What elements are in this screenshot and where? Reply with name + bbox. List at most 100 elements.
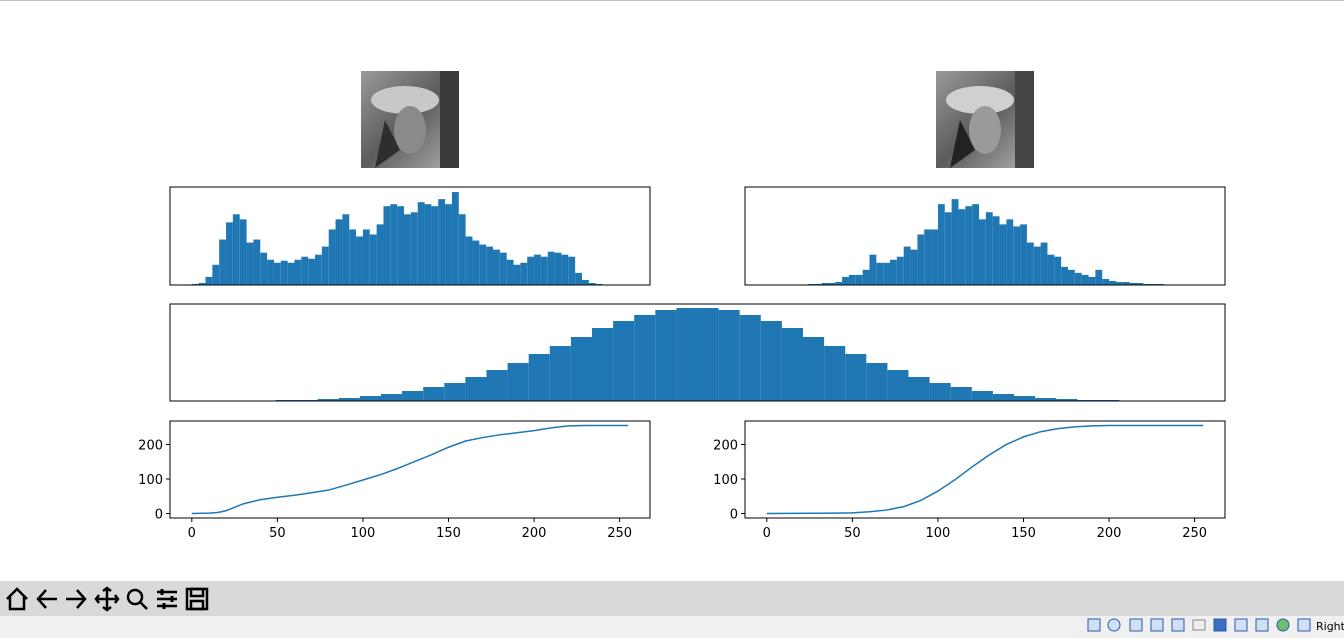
histogram-bar xyxy=(1006,219,1014,285)
axes: 0 50 100 150 200 250 0 100 200 xyxy=(713,420,1226,541)
histogram-bar xyxy=(1014,396,1036,401)
histogram-bar xyxy=(835,281,843,285)
y-tick-label: 0 xyxy=(155,508,163,523)
tray-icons xyxy=(1087,618,1311,632)
histogram-bar xyxy=(226,222,233,285)
back-button[interactable] xyxy=(36,589,57,609)
histogram-bar xyxy=(1033,246,1041,285)
home-button[interactable] xyxy=(6,587,28,611)
histogram-bar xyxy=(814,283,822,285)
histogram-bar xyxy=(397,206,405,285)
histogram-bar xyxy=(267,259,274,285)
histogram-bar xyxy=(972,204,980,285)
histogram-bar xyxy=(999,224,1007,285)
x-tick-label: 250 xyxy=(607,526,632,541)
histogram-bar xyxy=(613,321,635,401)
histogram-bar xyxy=(581,279,589,285)
histogram-bar xyxy=(924,229,932,285)
histogram-bar xyxy=(528,354,550,401)
histogram-bar xyxy=(465,236,473,285)
forward-button[interactable] xyxy=(66,589,87,609)
histogram-bar xyxy=(992,216,1000,285)
histogram-bar xyxy=(506,259,514,285)
x-tick-label: 150 xyxy=(1011,526,1036,541)
histogram-bar xyxy=(410,212,418,285)
save-button[interactable] xyxy=(185,587,209,611)
histogram-bar xyxy=(896,256,904,285)
cdf-line xyxy=(766,424,1204,515)
histogram-bar xyxy=(359,396,381,401)
histogram-bar xyxy=(937,204,945,285)
histogram-bar xyxy=(568,256,576,285)
histogram-bar xyxy=(1074,272,1082,285)
histogram-bar xyxy=(588,282,596,285)
pan-button[interactable] xyxy=(94,586,120,612)
histogram-bar xyxy=(376,224,384,285)
histogram-bar xyxy=(992,394,1014,401)
histogram-bar xyxy=(1067,269,1075,285)
histogram-bar xyxy=(335,219,343,285)
zoom-button[interactable] xyxy=(126,588,148,610)
y-tick-label: 100 xyxy=(138,473,163,488)
histogram-bar xyxy=(1102,278,1110,285)
configure-button[interactable] xyxy=(157,589,177,609)
histogram-bar xyxy=(807,283,815,285)
histogram-bar xyxy=(486,370,508,401)
histogram-bar xyxy=(383,206,391,285)
y-tick-label: 100 xyxy=(713,473,738,488)
histogram-bar xyxy=(890,259,897,285)
x-tick-label: 100 xyxy=(926,526,951,541)
histogram-bar xyxy=(191,283,199,285)
histogram-bar xyxy=(417,202,425,285)
x-tick-label: 50 xyxy=(269,526,286,541)
histogram-bar xyxy=(321,246,329,285)
histogram-bar xyxy=(404,214,411,285)
histogram-bar xyxy=(845,354,867,401)
histogram-bar xyxy=(1040,242,1048,285)
histogram-bar xyxy=(431,206,439,285)
histogram-bar xyxy=(423,387,445,401)
histogram-bar xyxy=(273,262,281,285)
histogram-bar xyxy=(294,259,302,285)
histogram-bar xyxy=(561,254,569,285)
histogram-bar xyxy=(821,282,829,285)
histogram-bar xyxy=(301,256,309,285)
histogram-bar xyxy=(424,204,432,285)
histogram-bar xyxy=(634,315,656,401)
histogram-bar xyxy=(349,229,357,285)
histogram-bar xyxy=(592,328,614,401)
histogram-bar xyxy=(1122,281,1130,285)
histogram-bar xyxy=(554,252,562,285)
axes: 0 50 100 150 200 250 0 100 200 xyxy=(138,420,651,541)
x-tick-label: 0 xyxy=(188,526,196,541)
axes xyxy=(169,186,651,286)
image-original xyxy=(361,71,459,168)
histogram-bar xyxy=(944,212,952,285)
histogram-bar xyxy=(315,254,322,285)
histogram-bar xyxy=(212,264,220,285)
histogram-bar xyxy=(917,234,925,285)
histogram-bar xyxy=(260,252,268,285)
axes-frame xyxy=(169,186,651,286)
y-tick-label: 200 xyxy=(138,438,163,453)
histogram-bar xyxy=(534,254,541,285)
histogram-bar xyxy=(828,282,836,285)
histogram-bar xyxy=(1129,282,1137,285)
histogram-bar xyxy=(1081,274,1089,285)
histogram-bar xyxy=(205,276,213,285)
histogram-bar xyxy=(876,262,884,285)
histogram-bar xyxy=(472,240,480,285)
histogram-bar xyxy=(1035,398,1057,401)
histogram-bar xyxy=(1143,283,1151,285)
histogram-bar xyxy=(527,256,535,285)
x-tick-label: 250 xyxy=(1182,526,1207,541)
y-tick-label: 0 xyxy=(730,508,738,523)
histogram-bar xyxy=(887,370,909,401)
histogram-bar xyxy=(1013,226,1021,285)
x-tick-label: 0 xyxy=(763,526,771,541)
histogram-bar xyxy=(507,363,529,401)
histogram-bar xyxy=(486,246,493,285)
histogram-bar xyxy=(356,236,363,285)
histogram-bar xyxy=(1020,224,1027,285)
